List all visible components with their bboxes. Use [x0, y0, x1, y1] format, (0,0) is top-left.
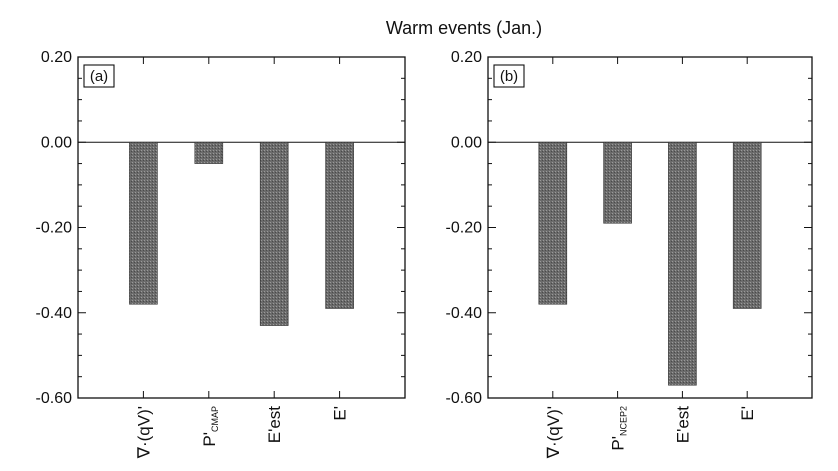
x-category-label: E'	[331, 406, 350, 421]
y-tick-label: -0.20	[446, 220, 483, 237]
plot-frame	[487, 56, 813, 399]
y-tick-label: -0.60	[446, 390, 483, 407]
bar	[668, 141, 697, 386]
panel-a: 0.20 0.00 -0.20 -0.40 -0.60 ∇·(qV)' P'CMAP E'es…	[36, 49, 406, 459]
bar	[538, 141, 568, 305]
panel-b: 0.20 0.00 -0.20 -0.40 -0.60 ∇·(qV)' P'NCEP2 E'e…	[446, 49, 813, 459]
y-tick-label: -0.20	[36, 220, 73, 237]
y-tick-label: 0.20	[451, 49, 482, 66]
x-category-label: E'est	[673, 406, 692, 444]
bar	[603, 141, 632, 224]
panel-label-box	[83, 64, 115, 88]
y-tick-label: 0.00	[451, 134, 482, 151]
panel-label-box	[493, 64, 525, 88]
y-tick-label: 0.20	[41, 49, 72, 66]
bar	[259, 141, 289, 326]
y-tick-label: -0.40	[36, 305, 73, 322]
x-category-label: P'NCEP2	[609, 406, 629, 451]
panel-label: (b)	[500, 68, 518, 85]
figure-title: Warm events (Jan.)	[386, 18, 542, 38]
y-tick-label: 0.00	[41, 134, 72, 151]
panel-label: (a)	[90, 68, 108, 85]
y-tick-label: -0.60	[36, 390, 73, 407]
y-tick-label: -0.40	[446, 305, 483, 322]
bar	[732, 141, 762, 309]
bar	[129, 141, 158, 305]
bar	[325, 141, 354, 309]
x-category-label: ∇·(qV)'	[544, 406, 563, 459]
plot-frame	[77, 56, 406, 399]
x-category-label: P'CMAP	[200, 406, 220, 447]
x-category-label: E'est	[265, 406, 284, 444]
x-category-label: ∇·(qV)'	[134, 406, 153, 459]
bar	[194, 141, 224, 164]
x-category-label: E'	[738, 406, 757, 421]
